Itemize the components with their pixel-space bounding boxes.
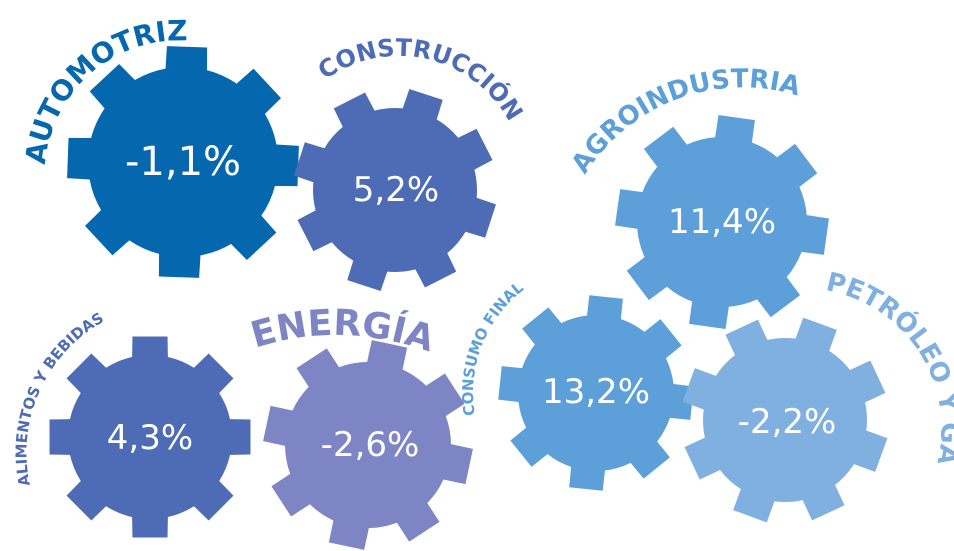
agroindustria-value: 11,4%: [668, 202, 776, 242]
gear-construccion: [294, 89, 496, 291]
gear-consumo: [498, 295, 694, 491]
gear-automotriz: [67, 46, 299, 278]
gear-alimentos-shape: [49, 336, 251, 538]
gear-alimentos: [49, 336, 251, 538]
gear-agroindustria-shape: [615, 115, 829, 329]
gear-energia-shape: [263, 340, 473, 550]
gear-automotriz-shape: [67, 46, 299, 278]
energia-value: -2,6%: [321, 425, 420, 465]
construccion-value: 5,2%: [353, 170, 439, 210]
petroleo-value: -2,2%: [738, 402, 837, 442]
gear-construccion-shape: [294, 89, 496, 291]
gear-consumo-shape: [498, 295, 694, 491]
gear-energia: [263, 340, 473, 550]
consumo-value: 13,2%: [542, 372, 650, 412]
gear-agroindustria: [615, 115, 829, 329]
gear-petroleo-shape: [682, 317, 888, 523]
automotriz-value: -1,1%: [125, 139, 241, 185]
gear-petroleo: [682, 317, 888, 523]
alimentos-value: 4,3%: [107, 418, 193, 458]
energia-label: ENERGÍA: [246, 303, 439, 361]
